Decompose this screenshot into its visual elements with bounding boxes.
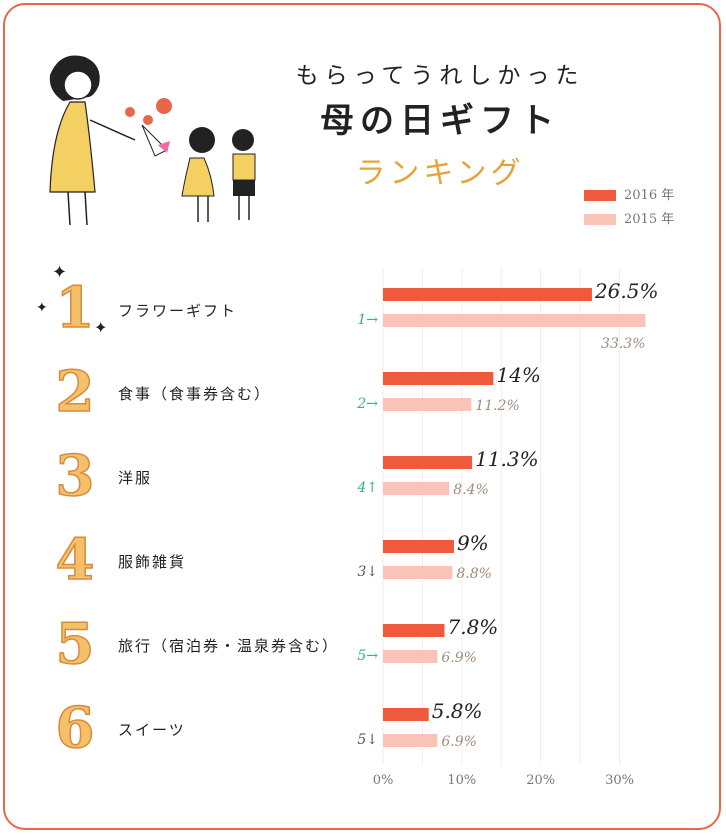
- data-label-2015: 11.2%: [475, 398, 519, 414]
- bar-2015: [383, 734, 438, 747]
- category-label: スイーツ: [118, 721, 186, 739]
- rank-number: 4: [55, 527, 95, 593]
- bar-2016: [383, 708, 429, 721]
- data-label-2015: 33.3%: [601, 336, 645, 352]
- bar-2016: [383, 288, 592, 301]
- title-line2: 母の日ギフト: [320, 101, 560, 141]
- rank-change: 5→: [357, 648, 378, 664]
- bar-2015: [383, 566, 453, 579]
- mother-children-illustration: [49, 55, 256, 226]
- sparkle-icon: ✦: [52, 262, 68, 283]
- legend-label-2015: 2015 年: [624, 212, 675, 227]
- data-label-2016: 5.8%: [432, 699, 483, 723]
- category-label: 食事（食事券含む）: [118, 385, 272, 403]
- title-line1: もらってうれしかった: [295, 63, 585, 89]
- sparkle-icon: ✦: [36, 300, 48, 316]
- bar-2015: [383, 482, 450, 495]
- mother-figure: [49, 55, 136, 226]
- rank-change: 2→: [357, 396, 378, 412]
- girl-figure: [181, 127, 215, 222]
- x-tick-label: 30%: [605, 773, 634, 788]
- bar-2016: [383, 540, 454, 553]
- bar-2016: [383, 624, 445, 637]
- legend-swatch-2015: [584, 214, 616, 225]
- x-tick-label: 10%: [447, 773, 476, 788]
- bar-2016: [383, 372, 494, 385]
- data-label-2015: 6.9%: [441, 650, 477, 666]
- sparkle-icon: ✦: [94, 318, 108, 337]
- card-frame: [3, 3, 721, 830]
- rank-change: 4↑: [357, 480, 378, 496]
- category-label: 服飾雑貨: [118, 553, 187, 571]
- rank-change: 1→: [357, 312, 378, 328]
- data-label-2016: 7.8%: [447, 615, 498, 639]
- bar-2016: [383, 456, 473, 469]
- rank-change: 3↓: [357, 564, 378, 580]
- x-tick-label: 0%: [373, 773, 394, 788]
- data-label-2015: 8.4%: [453, 482, 489, 498]
- category-label: フラワーギフト: [118, 302, 238, 320]
- category-label: 旅行（宿泊券・温泉券含む）: [118, 637, 340, 655]
- rank-change: 5↓: [357, 732, 378, 748]
- category-label: 洋服: [118, 469, 153, 487]
- bar-2015: [383, 650, 438, 663]
- bouquet: [125, 98, 172, 157]
- data-label-2016: 14%: [496, 363, 540, 387]
- data-label-2016: 26.5%: [594, 279, 659, 303]
- boy-figure: [232, 129, 256, 220]
- legend-swatch-2016: [584, 190, 616, 201]
- legend-item-2015: 2015 年: [584, 208, 674, 227]
- title-line3: ランキング: [355, 156, 525, 191]
- legend-item-2016: 2016 年: [584, 184, 674, 203]
- x-tick-label: 20%: [526, 773, 555, 788]
- rank-number: 2: [55, 359, 95, 425]
- bar-2015: [383, 314, 646, 327]
- data-label-2015: 8.8%: [456, 566, 492, 582]
- bar-2015: [383, 398, 472, 411]
- legend-label-2016: 2016 年: [624, 188, 675, 203]
- rank-number: 6: [55, 695, 95, 761]
- data-label-2016: 9%: [457, 531, 489, 555]
- rank-number: 5: [55, 611, 95, 677]
- data-label-2016: 11.3%: [475, 447, 539, 471]
- data-label-2015: 6.9%: [441, 734, 477, 750]
- rank-number: 3: [55, 443, 95, 509]
- rank-number: 1: [55, 275, 95, 341]
